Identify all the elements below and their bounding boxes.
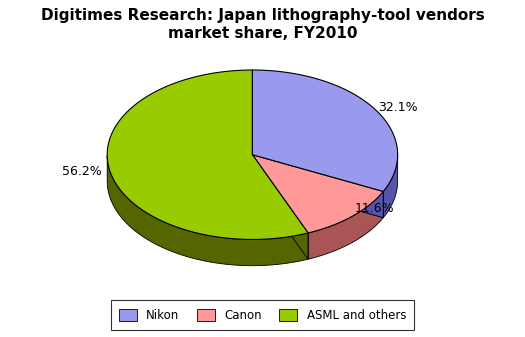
Polygon shape [253,70,397,191]
Legend: Nikon, Canon, ASML and others: Nikon, Canon, ASML and others [111,300,414,330]
Polygon shape [253,155,308,259]
Text: Digitimes Research: Japan lithography-tool vendors
market share, FY2010: Digitimes Research: Japan lithography-to… [40,8,485,41]
Polygon shape [253,155,383,218]
Text: 56.2%: 56.2% [61,165,101,178]
Polygon shape [253,155,383,218]
Polygon shape [107,70,308,239]
Polygon shape [253,155,383,233]
Polygon shape [107,156,308,266]
Polygon shape [383,155,397,218]
Polygon shape [308,191,383,259]
Polygon shape [253,155,308,259]
Text: 32.1%: 32.1% [377,101,417,114]
Text: 11.6%: 11.6% [354,203,394,215]
